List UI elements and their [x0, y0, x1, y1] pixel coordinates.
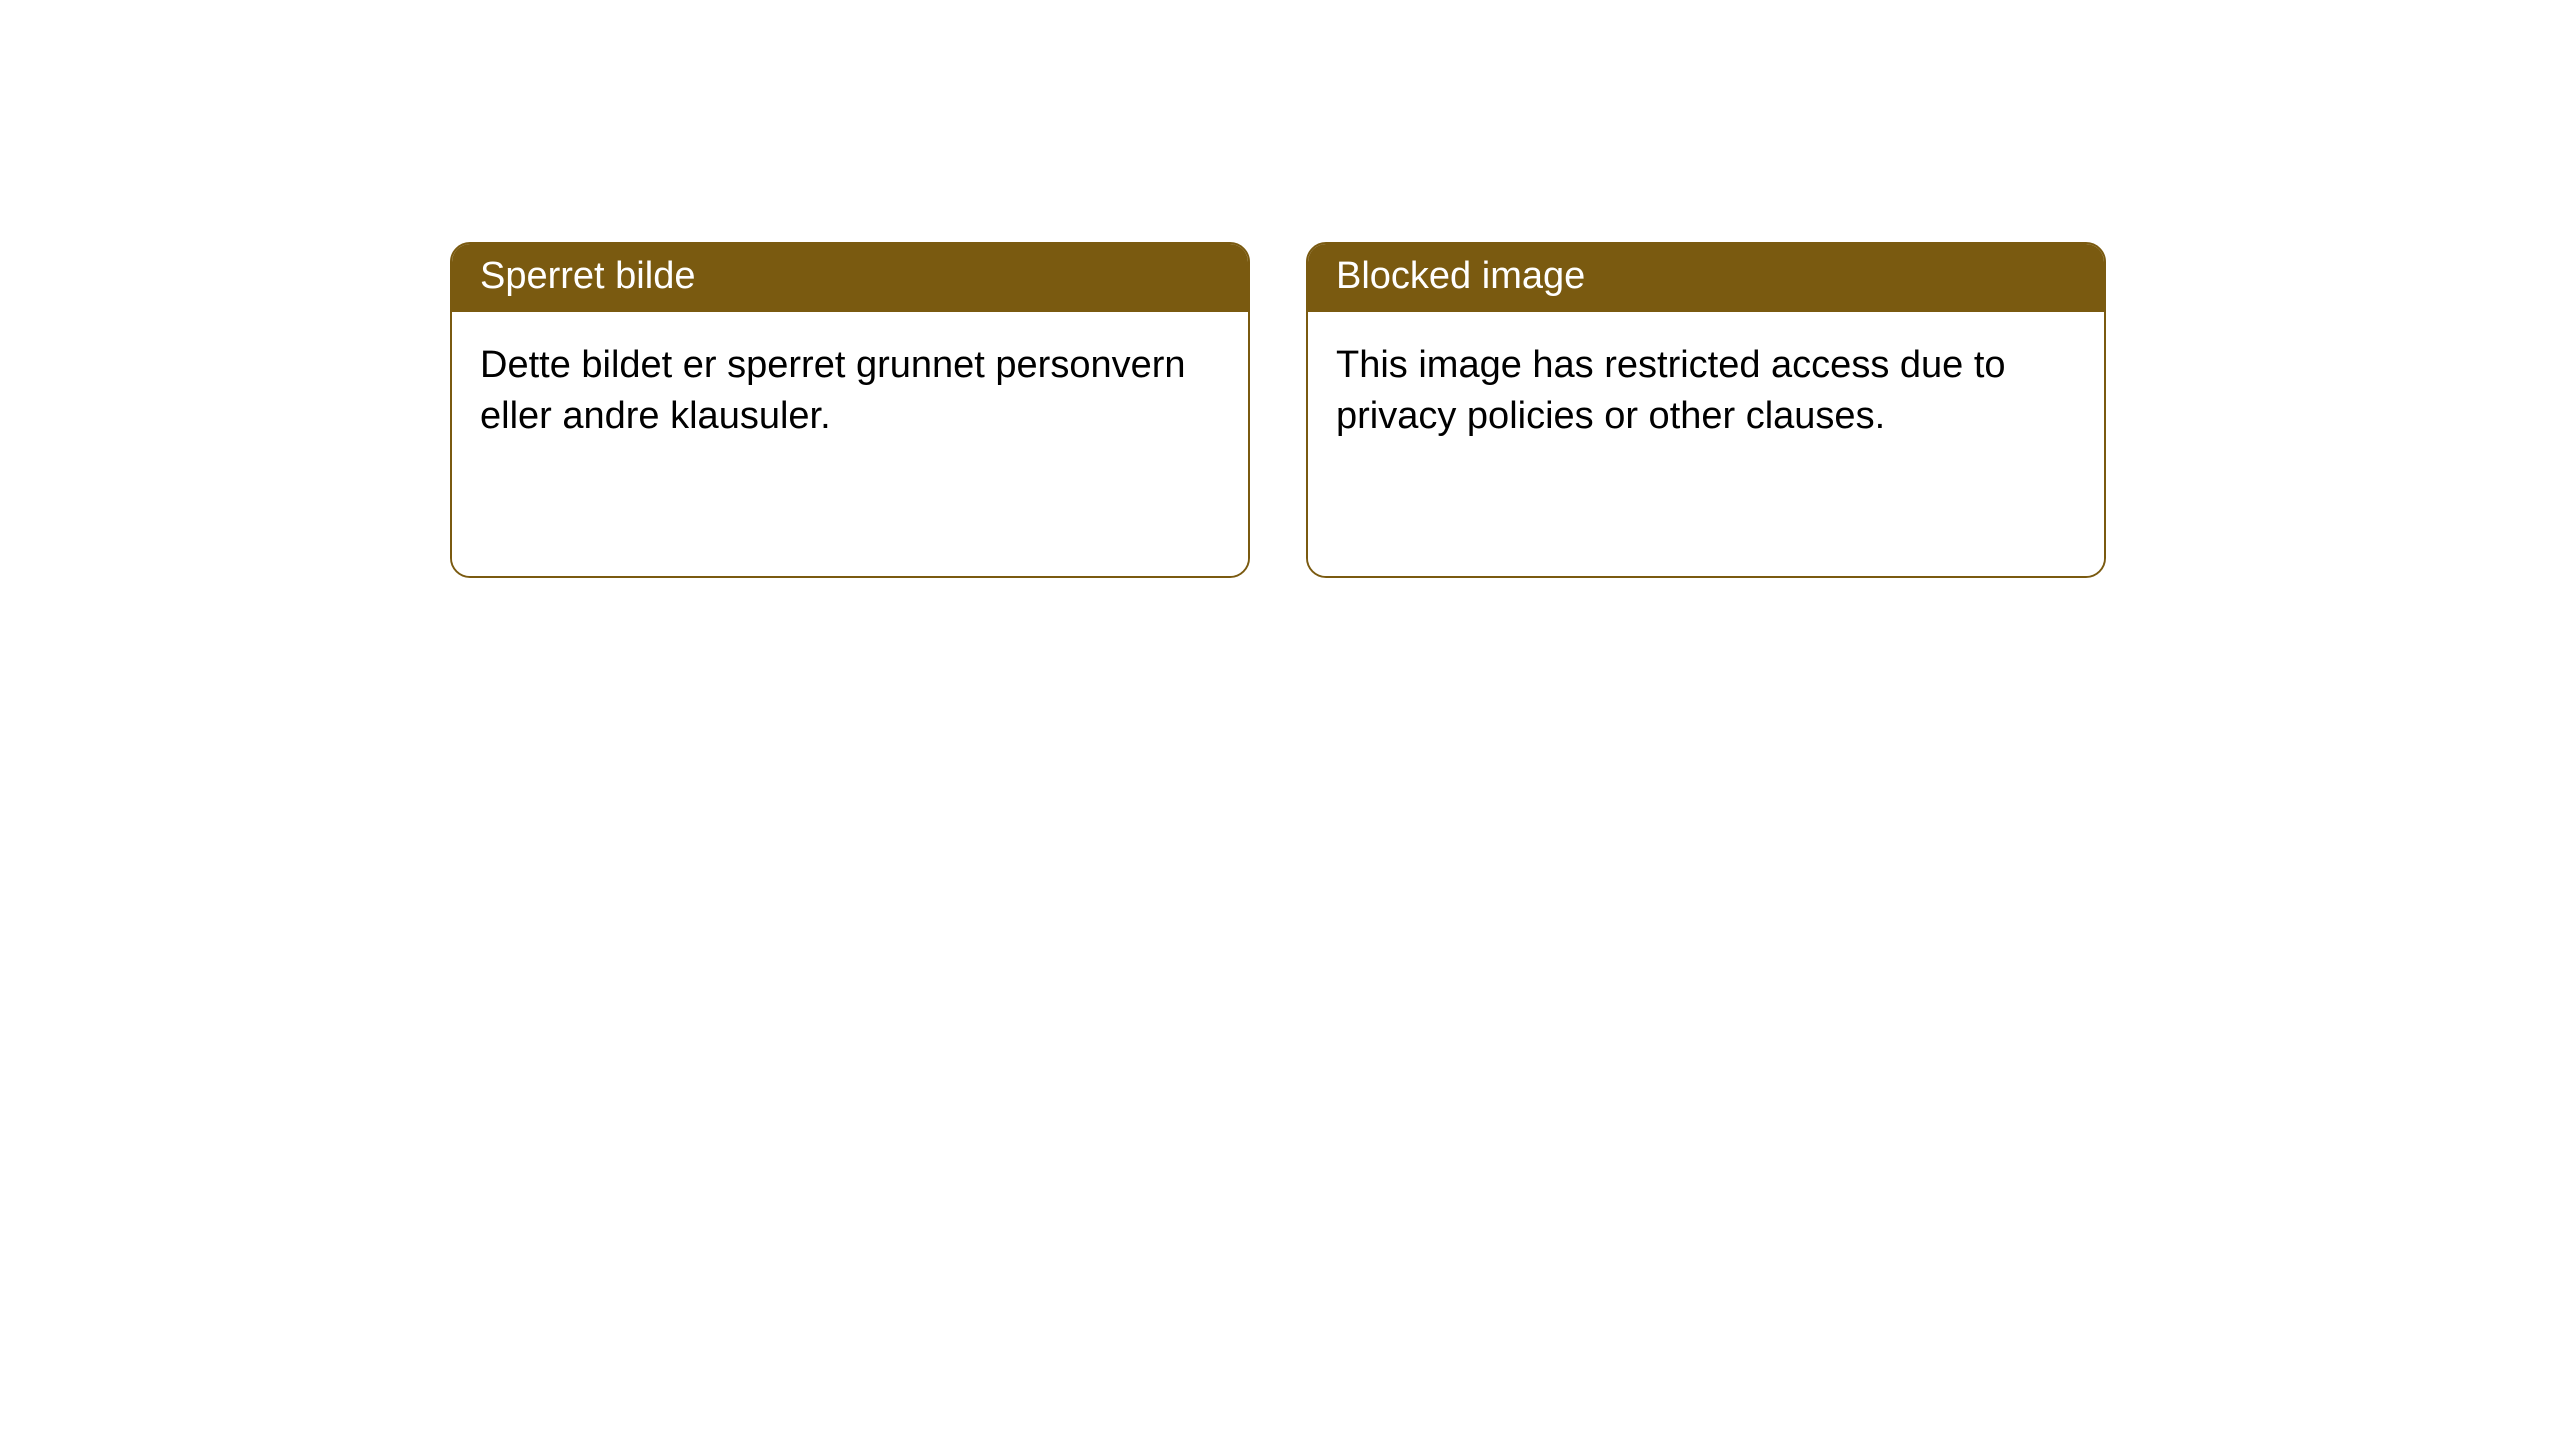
notice-card-norwegian: Sperret bilde Dette bildet er sperret gr…: [450, 242, 1250, 578]
card-body-text: This image has restricted access due to …: [1336, 344, 2006, 437]
card-title: Sperret bilde: [480, 255, 695, 297]
card-title: Blocked image: [1336, 255, 1585, 297]
card-body: This image has restricted access due to …: [1308, 312, 2104, 576]
card-header: Sperret bilde: [452, 244, 1248, 312]
notice-cards-container: Sperret bilde Dette bildet er sperret gr…: [450, 242, 2106, 578]
card-header: Blocked image: [1308, 244, 2104, 312]
notice-card-english: Blocked image This image has restricted …: [1306, 242, 2106, 578]
card-body: Dette bildet er sperret grunnet personve…: [452, 312, 1248, 576]
card-body-text: Dette bildet er sperret grunnet personve…: [480, 344, 1186, 437]
